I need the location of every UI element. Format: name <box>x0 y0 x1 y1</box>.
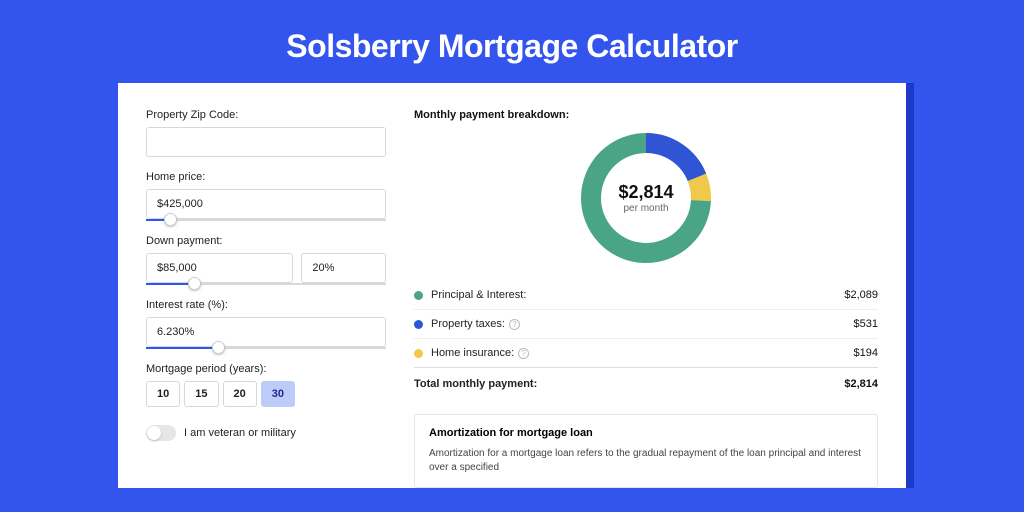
breakdown-label: Property taxes:? <box>431 318 854 330</box>
amortization-title: Amortization for mortgage loan <box>429 427 863 439</box>
zip-field: Property Zip Code: <box>146 109 386 157</box>
legend-dot <box>414 349 423 358</box>
zip-label: Property Zip Code: <box>146 109 386 121</box>
down-label: Down payment: <box>146 235 386 247</box>
results-column: Monthly payment breakdown: $2,814 per mo… <box>414 109 878 488</box>
info-icon[interactable]: ? <box>509 319 520 330</box>
breakdown-row-pi: Principal & Interest:$2,089 <box>414 281 878 310</box>
donut-slice-ins <box>697 177 701 200</box>
breakdown-row-tax: Property taxes:?$531 <box>414 310 878 339</box>
amortization-box: Amortization for mortgage loan Amortizat… <box>414 414 878 488</box>
legend-dot <box>414 320 423 329</box>
veteran-label: I am veteran or military <box>184 427 296 439</box>
rate-field: Interest rate (%): <box>146 299 386 349</box>
breakdown-row-ins: Home insurance:?$194 <box>414 339 878 367</box>
veteran-toggle[interactable] <box>146 425 176 441</box>
period-btn-15[interactable]: 15 <box>184 381 218 407</box>
price-input[interactable] <box>146 189 386 219</box>
total-label: Total monthly payment: <box>414 378 844 390</box>
down-pct-input[interactable] <box>301 253 386 283</box>
page-title: Solsberry Mortgage Calculator <box>0 0 1024 83</box>
period-btn-10[interactable]: 10 <box>146 381 180 407</box>
period-label: Mortgage period (years): <box>146 363 386 375</box>
price-field: Home price: <box>146 171 386 221</box>
donut-center: $2,814 per month <box>618 182 673 214</box>
donut-amount: $2,814 <box>618 182 673 203</box>
period-btn-20[interactable]: 20 <box>223 381 257 407</box>
price-slider-thumb[interactable] <box>164 213 177 226</box>
toggle-knob <box>147 426 161 440</box>
legend-dot <box>414 291 423 300</box>
donut-chart-wrap: $2,814 per month <box>414 133 878 263</box>
calculator-card: Property Zip Code: Home price: Down paym… <box>118 83 906 488</box>
breakdown-label: Home insurance:? <box>431 347 854 359</box>
down-slider-thumb[interactable] <box>188 277 201 290</box>
down-field: Down payment: <box>146 235 386 285</box>
amortization-text: Amortization for a mortgage loan refers … <box>429 447 863 475</box>
period-field: Mortgage period (years): 10152030 <box>146 363 386 407</box>
down-slider[interactable] <box>146 283 386 285</box>
donut-slice-tax <box>646 143 697 177</box>
rate-input[interactable] <box>146 317 386 347</box>
breakdown-value: $2,089 <box>844 289 878 301</box>
inputs-column: Property Zip Code: Home price: Down paym… <box>146 109 386 488</box>
breakdown-value: $531 <box>854 318 878 330</box>
total-row: Total monthly payment: $2,814 <box>414 367 878 400</box>
rate-slider-thumb[interactable] <box>212 341 225 354</box>
down-amount-input[interactable] <box>146 253 293 283</box>
veteran-row: I am veteran or military <box>146 425 386 441</box>
price-slider[interactable] <box>146 219 386 221</box>
rate-slider[interactable] <box>146 347 386 349</box>
info-icon[interactable]: ? <box>518 348 529 359</box>
breakdown-title: Monthly payment breakdown: <box>414 109 878 121</box>
price-label: Home price: <box>146 171 386 183</box>
breakdown-value: $194 <box>854 347 878 359</box>
rate-label: Interest rate (%): <box>146 299 386 311</box>
breakdown-label: Principal & Interest: <box>431 289 844 301</box>
total-value: $2,814 <box>844 378 878 390</box>
donut-sub: per month <box>618 203 673 214</box>
period-btn-30[interactable]: 30 <box>261 381 295 407</box>
donut-chart: $2,814 per month <box>581 133 711 263</box>
zip-input[interactable] <box>146 127 386 157</box>
